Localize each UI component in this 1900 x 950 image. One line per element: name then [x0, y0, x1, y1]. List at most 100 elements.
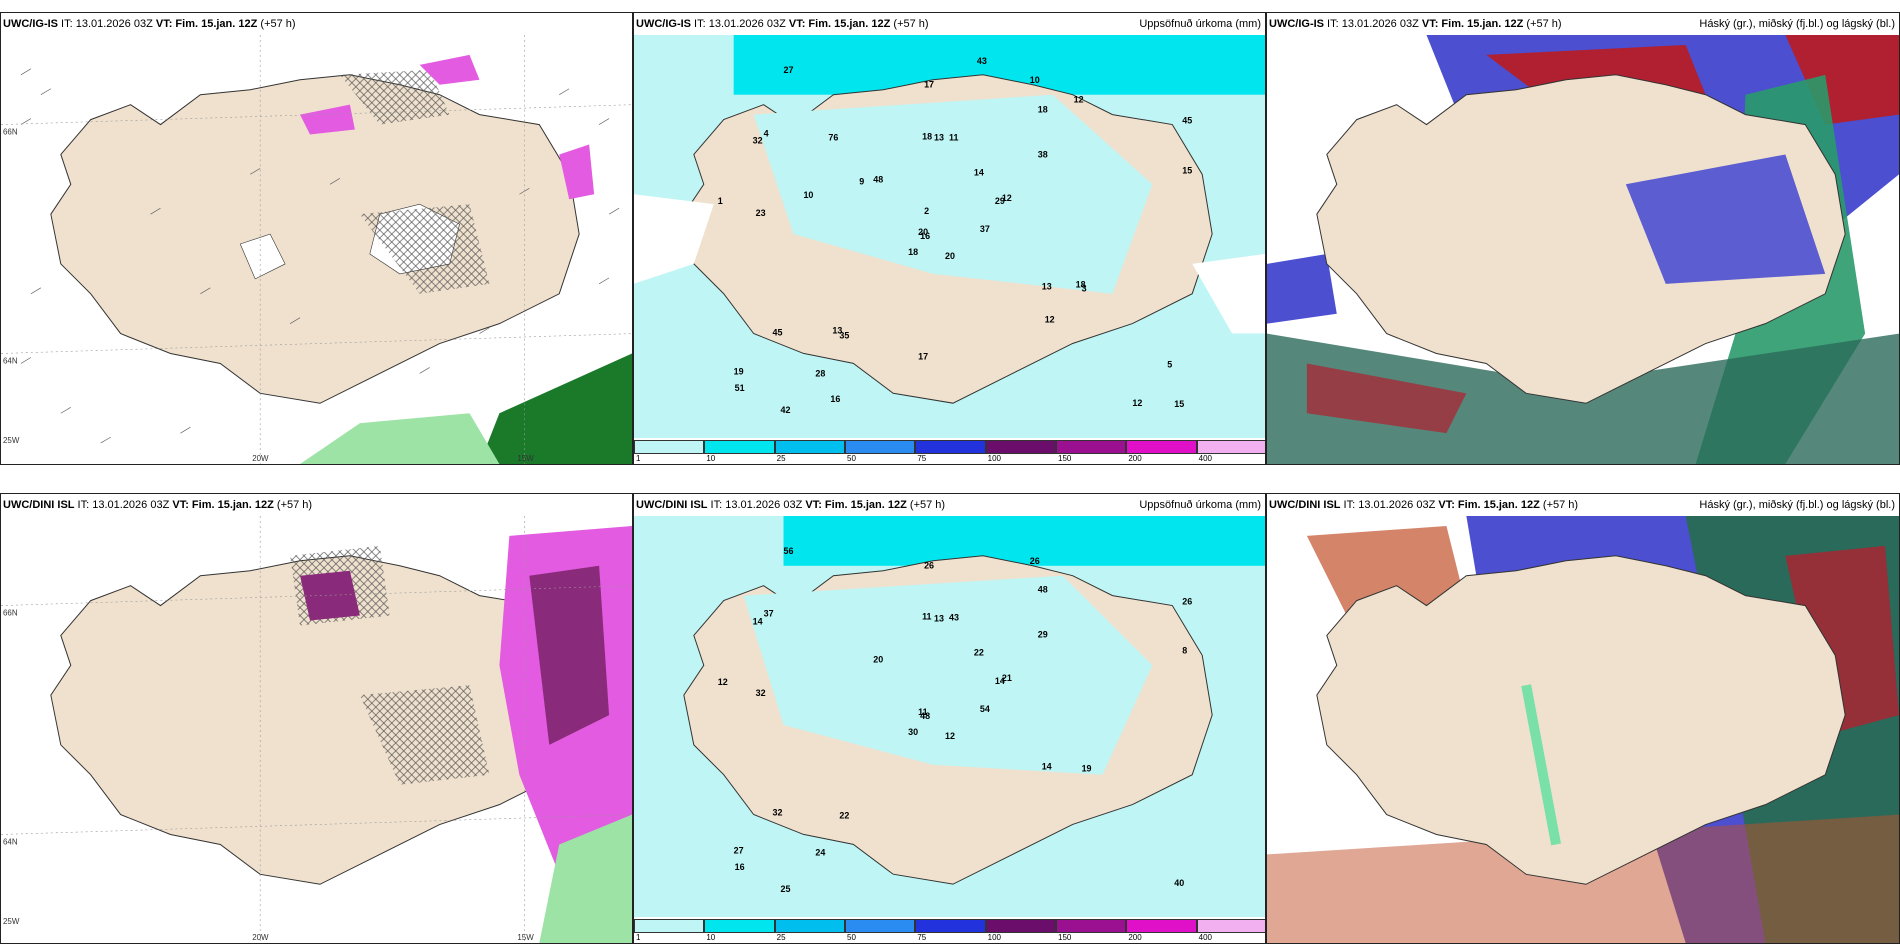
map-area[interactable] [1267, 35, 1899, 464]
precip-value: 32 [753, 135, 763, 145]
precip-value: 16 [920, 231, 930, 241]
iceland-landmass [1316, 74, 1846, 404]
panel-header: UWC/IG-IS IT: 13.01.2026 03Z VT: Fim. 15… [634, 13, 1265, 35]
map-svg: 12 14 48 27 14 22 26 43 48 54 56 40 32 26 30 29 25 11 22 32… [634, 516, 1265, 917]
legend-label: 50 [847, 933, 856, 942]
legend-label: 100 [987, 933, 1002, 942]
precip-value: 27 [784, 65, 794, 75]
lon-label-25w: 25W [3, 917, 20, 926]
lat-label-64n: 64N [3, 837, 18, 846]
wind-barbs [20, 68, 620, 444]
map-svg: 66N 64N 25W 20W 15W [1, 35, 632, 464]
precip-value: 1 [718, 196, 723, 206]
precip-value: 28 [815, 368, 825, 378]
precip-value: 14 [974, 167, 984, 177]
lat-label-66n: 66N [3, 609, 18, 618]
precip-value: 20 [945, 251, 955, 261]
legend-swatch [845, 440, 916, 454]
map-area[interactable] [1267, 516, 1899, 943]
precip-value: 10 [1030, 75, 1040, 85]
legend-swatch [1196, 919, 1265, 933]
panel-wind-precip-igis: UWC/IG-IS IT: 13.01.2026 03Z VT: Fim. 15… [0, 12, 633, 465]
precip-value: 16 [830, 394, 840, 404]
precip-value: 20 [873, 654, 883, 664]
precip-value: 45 [773, 328, 783, 338]
precip-value: 54 [980, 704, 990, 714]
precip-value: 22 [974, 647, 984, 657]
legend-label: 10 [706, 454, 716, 463]
precip-value: 3 [1082, 284, 1087, 294]
graticule [1, 35, 632, 464]
lon-label-20w: 20W [252, 933, 269, 942]
legend-label: 150 [1058, 933, 1072, 942]
legend-swatch [634, 440, 705, 454]
legend-label: 1 [636, 454, 641, 463]
precip-value: 11 [922, 611, 931, 621]
map-svg: 2032161929351011183727152345183842181445… [634, 35, 1265, 438]
panel-accumulated-precip-dini: UWC/DINI ISL IT: 13.01.2026 03Z VT: Fim.… [633, 493, 1266, 944]
precip-legend: 1 10 25 50 75 100 150 200 400 [634, 438, 1265, 464]
legend-label: 25 [776, 454, 786, 463]
precip-value: 15 [1174, 399, 1184, 409]
precip-value: 15 [1182, 165, 1192, 175]
precip-value: 18 [908, 247, 918, 257]
precip-value: 48 [920, 711, 930, 721]
precip-value: 40 [1174, 878, 1184, 888]
panel-cloud-cover-dini: UWC/DINI ISL IT: 13.01.2026 03Z VT: Fim.… [1266, 493, 1900, 944]
precip-value: 25 [781, 884, 791, 894]
precip-value: 11 [918, 707, 927, 717]
precip-value: 12 [1045, 315, 1055, 325]
precip-value: 26 [1182, 597, 1192, 607]
precip-value: 48 [873, 174, 883, 184]
precip-value: 9 [859, 176, 864, 186]
precip-values: 2032161929351011183727152345183842181445… [718, 56, 1193, 415]
legend-label: 75 [917, 933, 927, 942]
panel-header: UWC/DINI ISL IT: 13.01.2026 03Z VT: Fim.… [1, 494, 632, 516]
precip-value: 35 [839, 331, 849, 341]
precip-value: 42 [781, 405, 791, 415]
lon-label-20w: 20W [252, 454, 269, 463]
map-area[interactable]: 12 14 48 27 14 22 26 43 48 54 56 40 32 26 30 29 25 11 22 32… [634, 516, 1265, 917]
precip-value: 14 [753, 616, 763, 626]
legend-label: 50 [847, 454, 856, 463]
precip-value: 43 [977, 56, 987, 66]
map-svg [1267, 35, 1899, 464]
precip-value: 22 [839, 810, 849, 820]
legend-swatch [1126, 440, 1197, 454]
precip-value: 17 [924, 80, 934, 90]
precip-values: 12 14 48 27 14 22 26 43 48 54 56 40 32 26 30 29 25 11 22 32… [718, 546, 1193, 894]
legend-swatch [634, 919, 705, 933]
precip-value: 29 [1038, 629, 1048, 639]
map-area[interactable]: 66N 64N 25W 20W 15W [1, 516, 632, 943]
precip-value: 12 [1002, 193, 1012, 203]
legend-swatch [1056, 440, 1127, 454]
map-area[interactable]: 20 32 16 19 29 35 10 11 18 37 27 15 23 45 18 38 42 18 14 45… [634, 35, 1265, 438]
legend-swatch [845, 919, 916, 933]
legend-label: 400 [1198, 933, 1213, 942]
legend-swatch [985, 440, 1056, 454]
precip-value: 18 [1076, 280, 1086, 290]
precip-value: 23 [756, 208, 766, 218]
precip-value: 12 [1132, 398, 1142, 408]
legend-swatch [1196, 440, 1265, 454]
precip-value: 17 [918, 351, 928, 361]
precip-value: 13 [934, 132, 944, 142]
precip-value: 12 [1074, 95, 1084, 105]
map-area[interactable]: 66N 64N 25W 20W 15W [1, 35, 632, 464]
precip-value: 37 [980, 224, 990, 234]
precip-value: 13 [832, 326, 842, 336]
legend-swatch [774, 440, 845, 454]
legend-swatch [915, 919, 986, 933]
lon-label-15w: 15W [517, 454, 534, 463]
iceland-landmass [50, 69, 580, 404]
legend-swatch [704, 919, 775, 933]
precip-value: 14 [1042, 762, 1052, 772]
legend-label: 10 [706, 933, 716, 942]
precip-value: 13 [1042, 282, 1052, 292]
precip-shading [300, 54, 632, 464]
precip-value: 14 [995, 676, 1005, 686]
precip-value: 37 [764, 609, 774, 619]
precip-value: 2 [924, 206, 929, 216]
precip-value: 8 [1182, 645, 1187, 655]
legend-swatch [704, 440, 775, 454]
